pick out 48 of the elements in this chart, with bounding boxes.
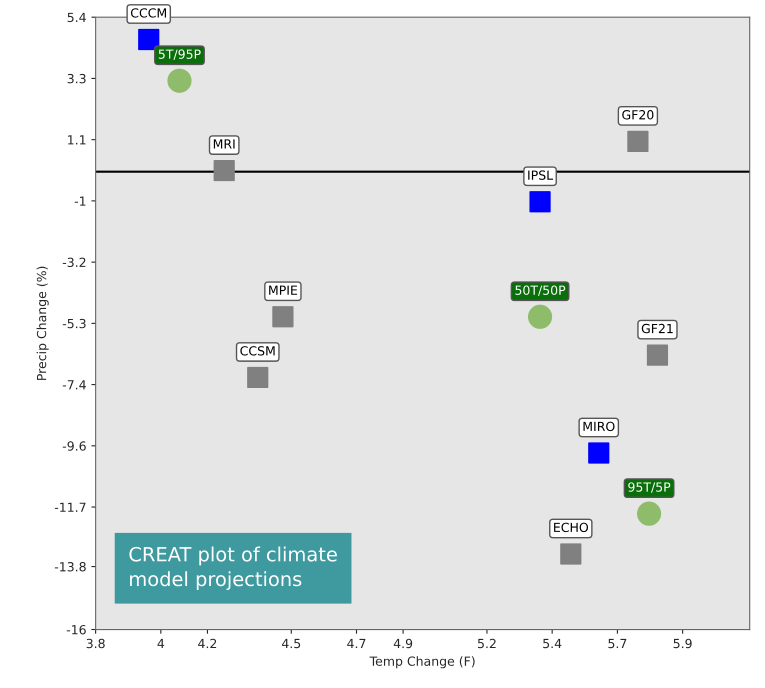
annotation: MPIE: [269, 286, 298, 295]
point: [560, 543, 582, 565]
x-tick-label: 5.4: [543, 638, 562, 648]
y-tick-label: -7.4: [62, 380, 86, 390]
y-tick-label: -1: [74, 196, 86, 206]
x-tick-label: 5.9: [674, 638, 692, 648]
annotation: 50T/50P: [515, 285, 566, 296]
y-tick-label: -11.7: [54, 502, 86, 512]
point: [529, 191, 551, 212]
x-axis-title: Temp Change (F): [370, 656, 475, 668]
y-axis-title: Precip Change (%): [36, 266, 49, 380]
annotation: IPSL: [528, 170, 554, 180]
point: [138, 28, 160, 50]
x-tick-label: 4: [157, 638, 164, 648]
x-tick-label: 3.8: [86, 638, 105, 648]
point: [247, 366, 268, 388]
x-tick-label: 4.5: [282, 638, 300, 648]
y-tick-label: -13.8: [54, 562, 86, 572]
point: [636, 502, 662, 526]
y-tick-label: -3.2: [62, 258, 86, 268]
point: [167, 68, 192, 93]
point: [272, 306, 294, 328]
annotation: CCCM: [130, 8, 166, 18]
point: [646, 344, 668, 366]
x-tick-label: 5.2: [478, 638, 496, 648]
annotation: MIRO: [583, 422, 615, 432]
annotation: CREAT plot of climate model projections: [129, 546, 337, 590]
y-tick-label: 3.3: [68, 74, 86, 84]
point: [627, 130, 648, 152]
annotation: CCSM: [240, 346, 275, 356]
annotation: GF20: [622, 110, 654, 120]
y-tick-label: -16: [66, 624, 86, 634]
annotation: 5T/95P: [158, 49, 201, 60]
y-tick-label: -9.6: [62, 441, 86, 451]
annotation: ECHO: [554, 522, 588, 532]
point: [214, 160, 235, 182]
annotation: 95T/5P: [628, 482, 670, 493]
y-tick-label: -5.3: [62, 318, 86, 328]
x-tick-label: 5.7: [608, 638, 626, 648]
y-tick-label: 5.4: [68, 12, 86, 22]
x-tick-label: 4.7: [347, 638, 366, 648]
annotation: MRI: [214, 139, 235, 149]
x-tick-label: 4.9: [394, 638, 412, 648]
annotation: GF21: [642, 324, 673, 334]
point: [588, 442, 610, 464]
x-tick-label: 4.2: [198, 638, 216, 648]
point: [528, 304, 552, 329]
y-tick-label: 1.1: [68, 135, 86, 144]
